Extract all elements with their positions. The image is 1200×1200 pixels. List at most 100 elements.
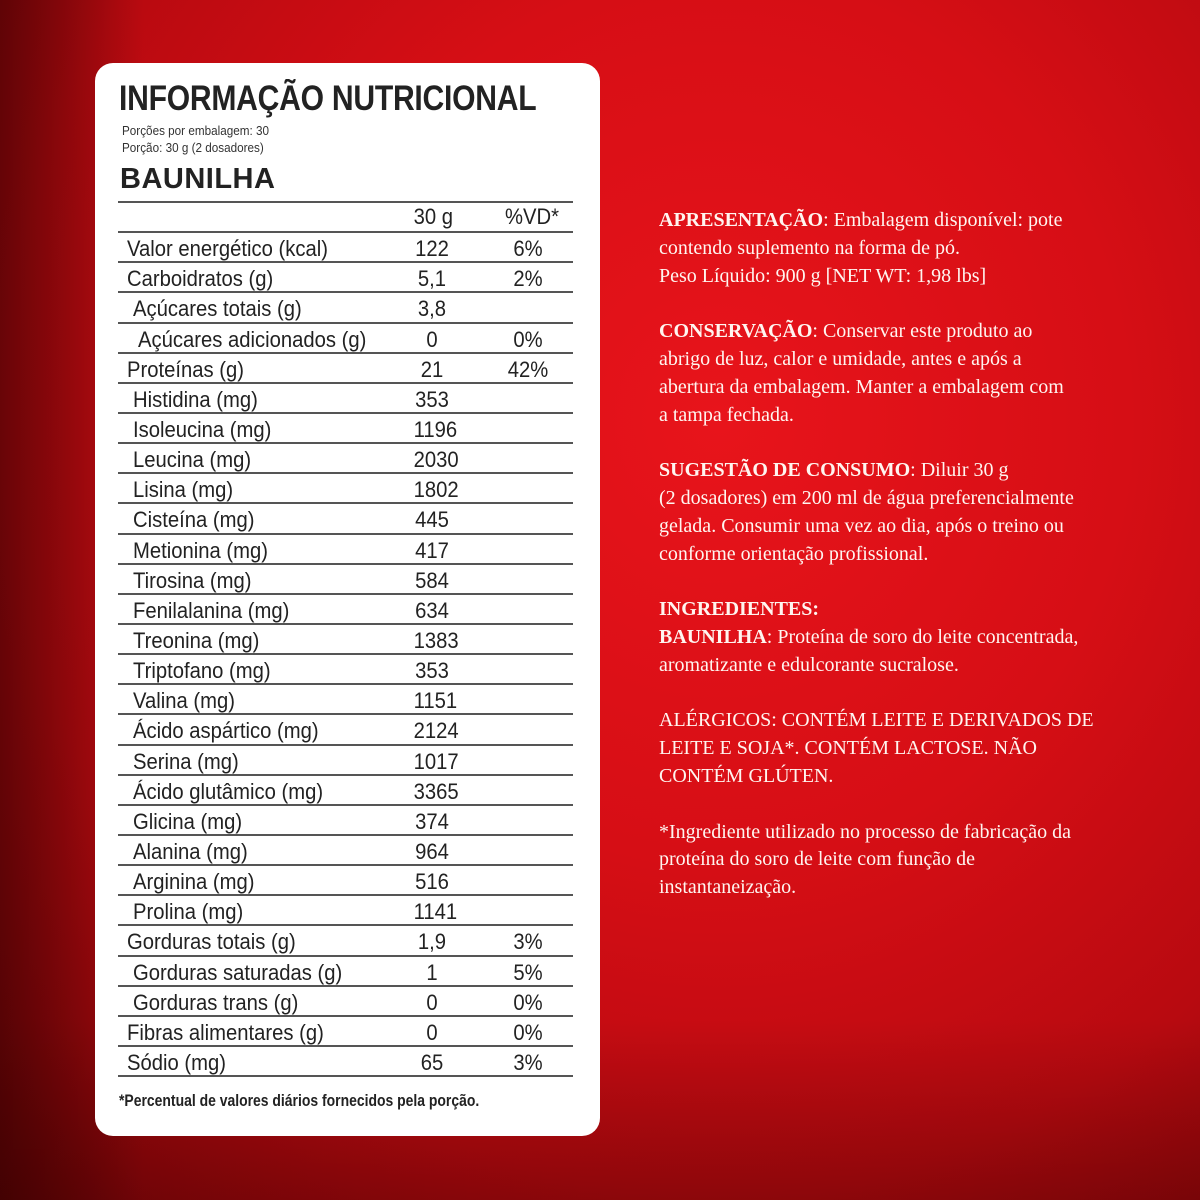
nutrient-amount: 2124	[413, 718, 459, 744]
table-row: Tirosina (mg) 584	[118, 565, 573, 595]
nutrient-amount: 1383	[413, 627, 459, 653]
nutrient-name: Glicina (mg)	[133, 808, 243, 834]
nutrient-name: Alanina (mg)	[133, 838, 248, 864]
nutrient-dv: 3%	[513, 1049, 543, 1075]
info-line: SUGESTÃO DE CONSUMO: Diluir 30 g	[659, 457, 1179, 485]
nutrient-amount: 584	[415, 567, 449, 593]
nutrient-name: Arginina (mg)	[133, 869, 255, 895]
info-text: ALÉRGICOS: CONTÉM LEITE E DERIVADOS DE	[659, 709, 1094, 732]
info-text: aromatizante e edulcorante sucralose.	[659, 653, 959, 676]
info-line: gelada. Consumir uma vez ao dia, após o …	[659, 513, 1179, 541]
info-heading: INGREDIENTES:	[659, 598, 820, 621]
table-row: Triptofano (mg) 353	[118, 655, 573, 686]
nutrient-amount: 1196	[413, 416, 458, 442]
table-row: Valor energético (kcal) 122 6%	[118, 233, 573, 264]
info-text: (2 dosadores) em 200 ml de água preferen…	[659, 486, 1074, 509]
nutrient-dv: 3%	[513, 929, 543, 955]
serving-size: Porção: 30 g (2 dosadores)	[122, 140, 264, 155]
nutrient-name: Lisina (mg)	[133, 477, 234, 503]
nutrient-name: Histidina (mg)	[133, 386, 258, 412]
label-title: INFORMAÇÃO NUTRICIONAL	[119, 79, 537, 118]
footnote: *Percentual de valores diários fornecido…	[119, 1091, 480, 1110]
nutrient-name: Proteínas (g)	[127, 356, 244, 382]
nutrient-amount: 0	[426, 989, 438, 1015]
info-paragraph: CONSERVAÇÃO: Conservar este produto ao ab…	[659, 318, 1179, 429]
nutrient-name: Fibras alimentares (g)	[127, 1019, 324, 1045]
flavor-title: BAUNILHA	[120, 163, 276, 195]
nutrient-amount: 5,1	[417, 266, 447, 292]
nutrient-name: Açúcares adicionados (g)	[138, 326, 367, 352]
info-text: LEITE E SOJA*. CONTÉM LACTOSE. NÃO	[659, 737, 1037, 760]
nutrient-name: Metionina (mg)	[133, 537, 268, 563]
info-line: Peso Líquido: 900 g [NET WT: 1,98 lbs]	[659, 263, 1179, 291]
nutrient-name: Treonina (mg)	[133, 627, 260, 653]
nutrient-amount: 445	[415, 507, 449, 533]
info-text: : Embalagem disponível: pote	[823, 209, 1063, 231]
nutrient-dv: 2%	[513, 266, 543, 292]
table-row: Metionina (mg) 417	[118, 535, 573, 565]
table-row: Ácido glutâmico (mg) 3365	[118, 776, 573, 806]
info-line: abrigo de luz, calor e umidade, antes e …	[659, 346, 1179, 374]
table-row: Serina (mg) 1017	[118, 746, 573, 776]
table-row: Fibras alimentares (g) 0 0%	[118, 1017, 573, 1047]
nutrient-dv: 0%	[513, 326, 543, 352]
nutrient-name: Ácido glutâmico (mg)	[133, 778, 324, 804]
info-text: conforme orientação profissional.	[659, 542, 929, 565]
nutrient-name: Sódio (mg)	[127, 1049, 226, 1075]
nutrient-amount: 3365	[413, 778, 459, 804]
info-text: : Proteína de soro do leite concentrada,	[766, 625, 1079, 648]
info-text: contendo suplemento na forma de pó.	[659, 236, 961, 259]
info-heading: SUGESTÃO DE CONSUMO	[659, 459, 911, 482]
info-text: instantaneização.	[659, 876, 797, 899]
table-row: Açúcares adicionados (g) 0 0%	[118, 324, 573, 354]
nutrient-amount: 374	[415, 808, 449, 834]
info-text: Peso Líquido: 900 g [NET WT: 1,98 lbs]	[659, 264, 987, 287]
nutrient-dv: 0%	[513, 989, 543, 1015]
nutrient-amount: 1141	[413, 899, 458, 925]
info-line: ALÉRGICOS: CONTÉM LEITE E DERIVADOS DE	[659, 707, 1179, 735]
info-text: CONTÉM GLÚTEN.	[659, 764, 834, 787]
info-line: instantaneização.	[659, 874, 1179, 902]
nutrient-dv: 5%	[513, 959, 543, 985]
info-line: CONSERVAÇÃO: Conservar este produto ao	[659, 318, 1179, 346]
nutrient-name: Carboidratos (g)	[127, 266, 274, 292]
info-text: *Ingrediente utilizado no processo de fa…	[659, 820, 1072, 843]
info-line: a tampa fechada.	[659, 402, 1179, 430]
info-heading: APRESENTAÇÃO	[659, 209, 824, 231]
table-row: Carboidratos (g) 5,1 2%	[118, 263, 573, 294]
table-row: Cisteína (mg) 445	[118, 504, 573, 535]
table-row: Prolina (mg) 1141	[118, 896, 573, 927]
nutrient-amount: 1802	[413, 477, 459, 503]
nutrient-amount: 516	[415, 869, 449, 895]
info-heading: CONSERVAÇÃO	[659, 320, 813, 343]
table-row: Arginina (mg) 516	[118, 866, 573, 897]
table-row: Valina (mg) 1151	[118, 685, 573, 716]
info-text: abertura da embalagem. Manter a embalage…	[659, 375, 1064, 398]
table-row: Histidina (mg) 353	[118, 384, 573, 414]
info-paragraph: *Ingrediente utilizado no processo de fa…	[659, 819, 1179, 902]
table-row: Sódio (mg) 65 3%	[118, 1047, 573, 1078]
info-line: conforme orientação profissional.	[659, 541, 1179, 569]
info-text: : Conservar este produto ao	[812, 320, 1033, 343]
col-dv-header: %VD*	[505, 204, 559, 229]
nutrient-amount: 1	[426, 959, 438, 985]
nutrient-name: Gorduras saturadas (g)	[133, 959, 343, 985]
nutrient-amount: 417	[415, 537, 449, 563]
info-line: contendo suplemento na forma de pó.	[659, 235, 1179, 263]
table-row: Lisina (mg) 1802	[118, 474, 573, 505]
nutrient-name: Gorduras trans (g)	[133, 989, 299, 1015]
info-text: : Diluir 30 g	[910, 459, 1009, 482]
info-text: proteína do soro de leite com função de	[659, 848, 975, 871]
nutrient-name: Cisteína (mg)	[133, 507, 255, 533]
nutrient-dv: 6%	[513, 236, 543, 262]
nutrient-name: Serina (mg)	[133, 748, 239, 774]
nutrient-name: Prolina (mg)	[133, 899, 244, 925]
col-amount-header: 30 g	[413, 204, 454, 229]
info-line: aromatizante e edulcorante sucralose.	[659, 652, 1179, 680]
table-row: Gorduras trans (g) 0 0%	[118, 987, 573, 1017]
info-line: abertura da embalagem. Manter a embalage…	[659, 374, 1179, 402]
table-row: Ácido aspártico (mg) 2124	[118, 715, 573, 746]
table-row: Glicina (mg) 374	[118, 806, 573, 836]
nutrient-amount: 3,8	[417, 296, 447, 322]
table-row: Gorduras totais (g) 1,9 3%	[118, 926, 573, 957]
